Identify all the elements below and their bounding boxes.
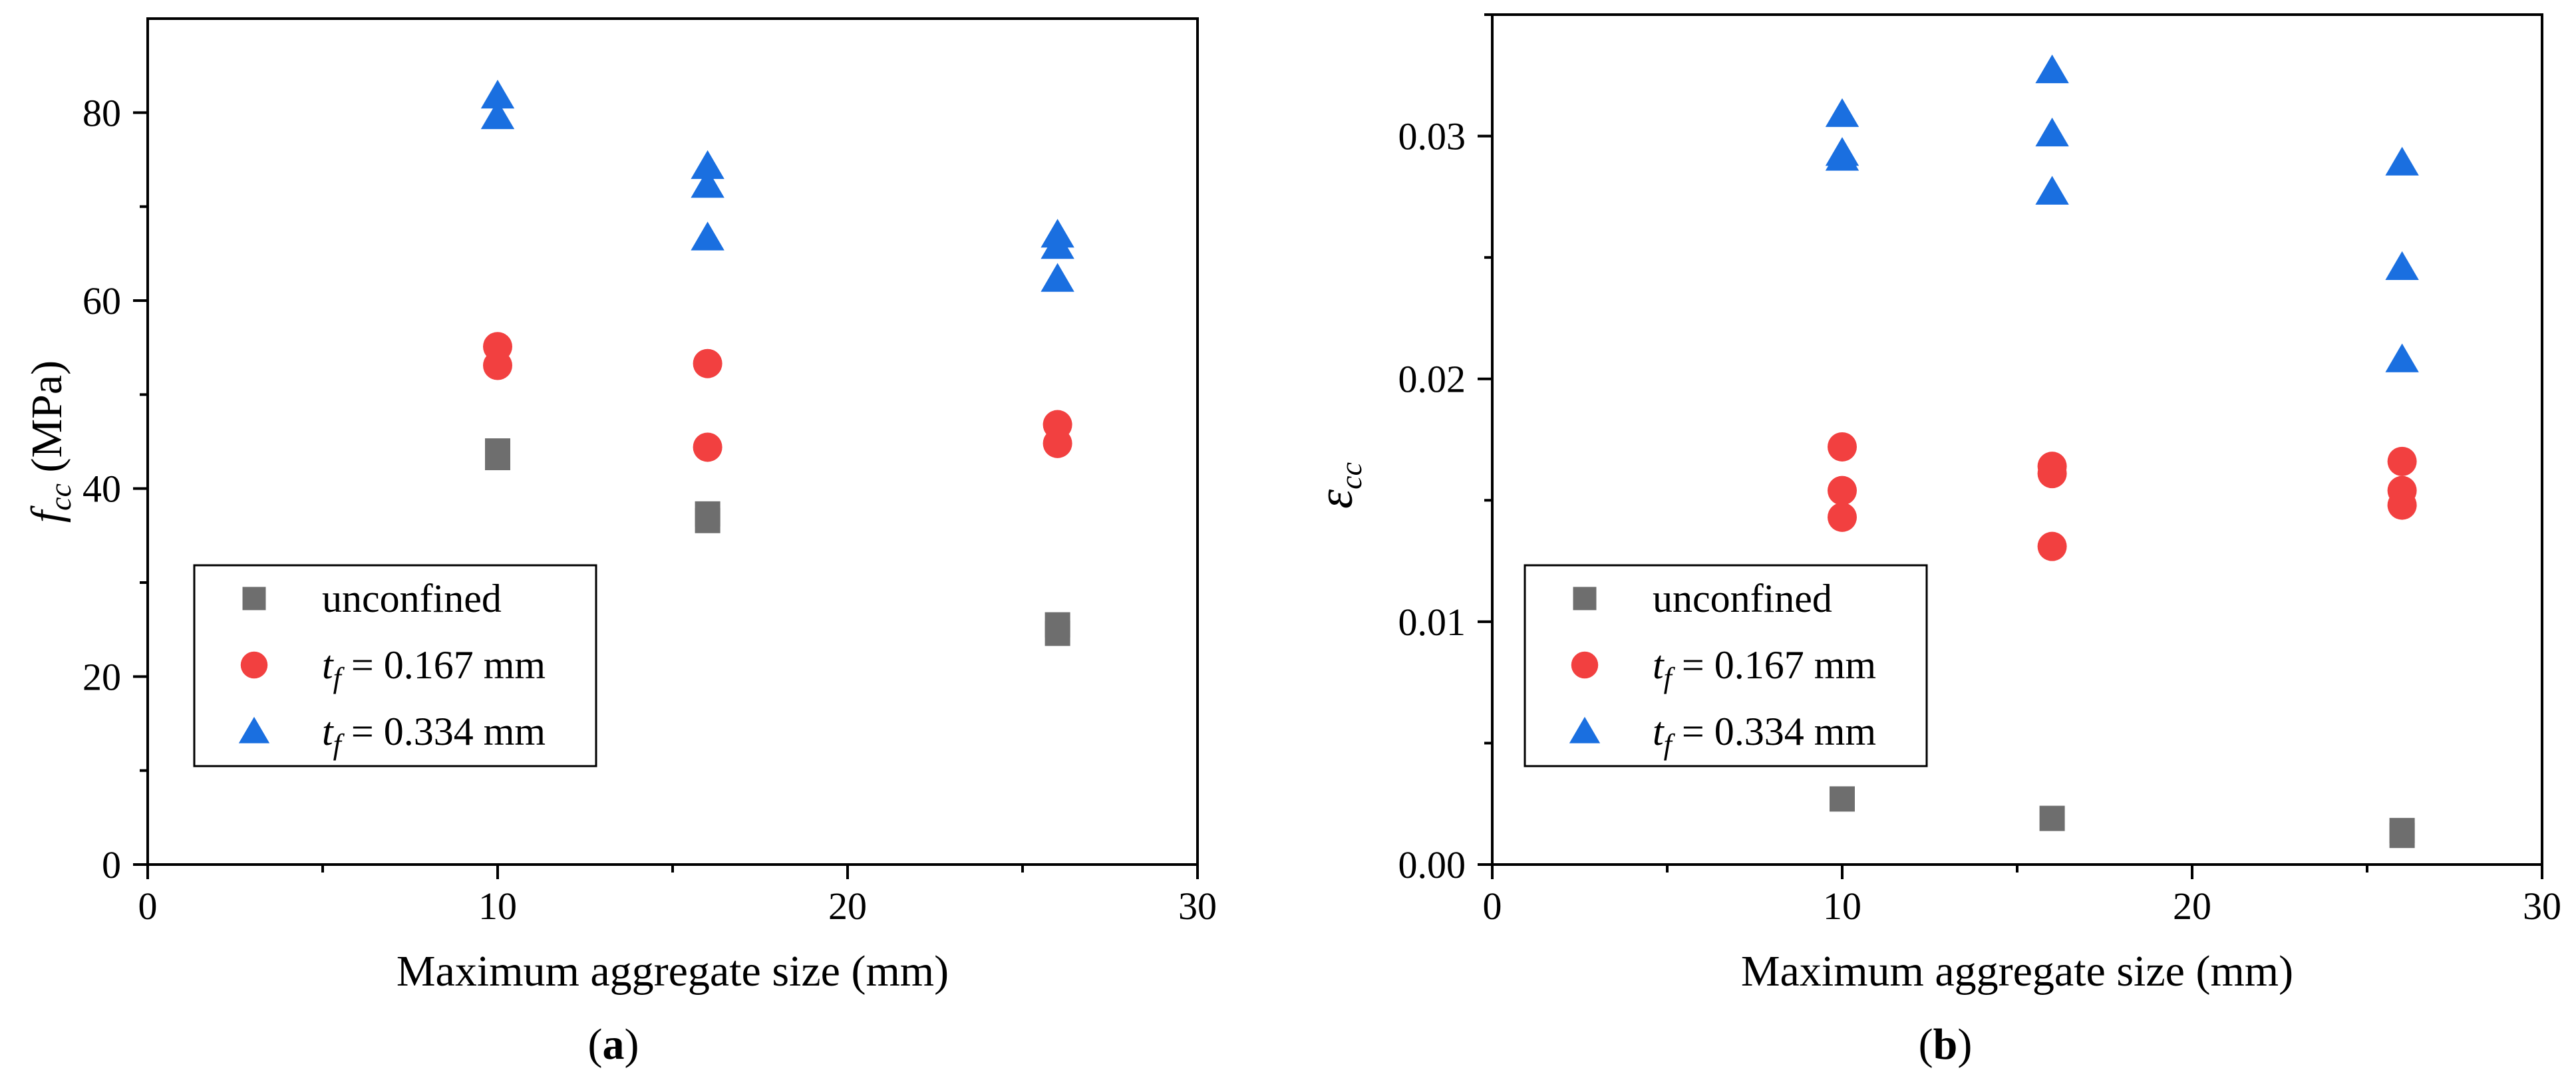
legend-marker-square <box>1573 587 1597 610</box>
data-point-square <box>695 507 721 533</box>
legend-label-base: t <box>322 710 334 753</box>
legend-label-rest: = 0.167 mm <box>1672 643 1876 687</box>
legend-marker-square <box>242 587 266 610</box>
legend-marker-circle <box>240 651 268 679</box>
data-point-triangle <box>2035 54 2069 84</box>
data-point-triangle <box>480 100 515 130</box>
legend-a: unconfined tf = 0.167 mm tf = 0.334 mm <box>193 564 597 767</box>
y-axis-title-a-rest: (MPa) <box>23 360 71 483</box>
marks-b <box>1825 54 2419 849</box>
x-axis-title-b: Maximum aggregate size (mm) <box>1741 947 2293 996</box>
data-point-triangle <box>1041 263 1074 292</box>
panel-label-a-close: ) <box>625 1020 639 1069</box>
data-point-square <box>1045 620 1070 646</box>
legend-label-base: t <box>1653 643 1665 687</box>
ticks-a: 0 10 20 30 0 20 40 60 80 <box>82 91 1217 928</box>
panel-label-b: (b) <box>1919 1020 1973 1069</box>
data-point-triangle <box>2385 343 2419 372</box>
y-tick-label: 0 <box>102 843 121 886</box>
data-point-square <box>1830 786 1855 812</box>
data-point-triangle <box>480 79 515 109</box>
x-axis-title-a: Maximum aggregate size (mm) <box>397 947 949 996</box>
x-tick-label: 20 <box>2173 884 2211 928</box>
legend-marker-triangle <box>238 716 270 743</box>
legend-marker-triangle <box>1569 716 1601 743</box>
data-point-triangle <box>1825 98 1859 127</box>
y-tick-label: 0.01 <box>1398 601 1466 644</box>
y-tick-label: 0.00 <box>1398 843 1466 886</box>
y-tick-label: 0.02 <box>1398 358 1466 401</box>
data-point-circle <box>1828 432 1857 462</box>
y-tick-label: 20 <box>82 655 121 698</box>
data-point-triangle <box>2385 251 2419 280</box>
legend-label: unconfined <box>1653 577 1832 620</box>
legend-label-base: t <box>1653 710 1665 753</box>
data-point-circle <box>2037 531 2067 561</box>
panel-a: 0 10 20 30 0 20 40 60 80 Maximum aggregate size … <box>23 17 1217 1069</box>
panel-label-b-close: ) <box>1957 1020 1972 1069</box>
y-tick-label: 40 <box>82 468 121 511</box>
data-point-square <box>2039 805 2065 831</box>
data-point-triangle <box>2035 117 2069 147</box>
y-axis-title-b: εcc <box>1309 462 1368 509</box>
legend-label: tf = 0.334 mm <box>322 710 546 761</box>
legend-label: unconfined <box>322 577 502 620</box>
panel-label-a-letter: a <box>603 1020 625 1069</box>
legend-label-rest: = 0.334 mm <box>341 710 546 753</box>
x-tick-label: 10 <box>478 884 517 928</box>
legend-label-rest: = 0.334 mm <box>1672 710 1876 753</box>
y-axis-title-a-sub: cc <box>43 483 77 511</box>
data-point-square <box>485 445 510 471</box>
panel-label-b-open: ( <box>1919 1020 1933 1069</box>
x-tick-label: 30 <box>1178 884 1217 928</box>
data-point-circle <box>2037 459 2067 489</box>
data-point-circle <box>2387 446 2417 476</box>
panel-b: 0 10 20 30 0.00 0.01 0.02 0.03 Maximum aggregat… <box>1309 13 2561 1069</box>
data-point-circle <box>1828 475 1857 505</box>
x-tick-label: 10 <box>1823 884 1861 928</box>
data-point-circle <box>693 432 723 462</box>
marks-a <box>480 79 1074 646</box>
panel-label-b-letter: b <box>1933 1020 1958 1069</box>
data-point-circle <box>1043 428 1072 458</box>
legend-label: tf = 0.167 mm <box>1653 643 1876 694</box>
legend-label: tf = 0.167 mm <box>322 643 546 694</box>
data-point-triangle <box>1041 230 1074 259</box>
x-tick-label: 0 <box>1483 884 1502 928</box>
y-axis-title-b-main: ε <box>1309 489 1363 509</box>
data-point-circle <box>1828 502 1857 532</box>
legend-b: unconfined tf = 0.167 mm tf = 0.334 mm <box>1524 564 1928 767</box>
panel-label-a: (a) <box>588 1020 639 1069</box>
legend-label-rest: = 0.167 mm <box>341 643 546 687</box>
y-tick-label: 60 <box>82 279 121 323</box>
data-point-triangle <box>691 221 724 251</box>
y-tick-label: 80 <box>82 91 121 134</box>
data-point-triangle <box>2035 176 2069 205</box>
y-axis-title-b-sub: cc <box>1334 462 1368 489</box>
data-point-circle <box>693 348 723 378</box>
data-point-square <box>2389 823 2415 849</box>
x-tick-label: 30 <box>2523 884 2561 928</box>
data-point-triangle <box>691 150 724 180</box>
legend-label: tf = 0.334 mm <box>1653 710 1876 761</box>
panel-label-a-open: ( <box>588 1020 603 1069</box>
y-axis-title-a: fcc (MPa) <box>23 360 77 523</box>
legend-label-base: t <box>322 643 334 687</box>
x-tick-label: 20 <box>828 884 867 928</box>
ticks-b: 0 10 20 30 0.00 0.01 0.02 0.03 <box>1398 13 2561 928</box>
y-tick-label: 0.03 <box>1398 115 1466 158</box>
legend-marker-circle <box>1571 651 1599 679</box>
x-tick-label: 0 <box>138 884 158 928</box>
data-point-triangle <box>1825 142 1859 171</box>
data-point-triangle <box>691 169 724 198</box>
data-point-circle <box>2387 490 2417 520</box>
data-point-triangle <box>2385 146 2419 176</box>
data-point-circle <box>483 350 512 380</box>
